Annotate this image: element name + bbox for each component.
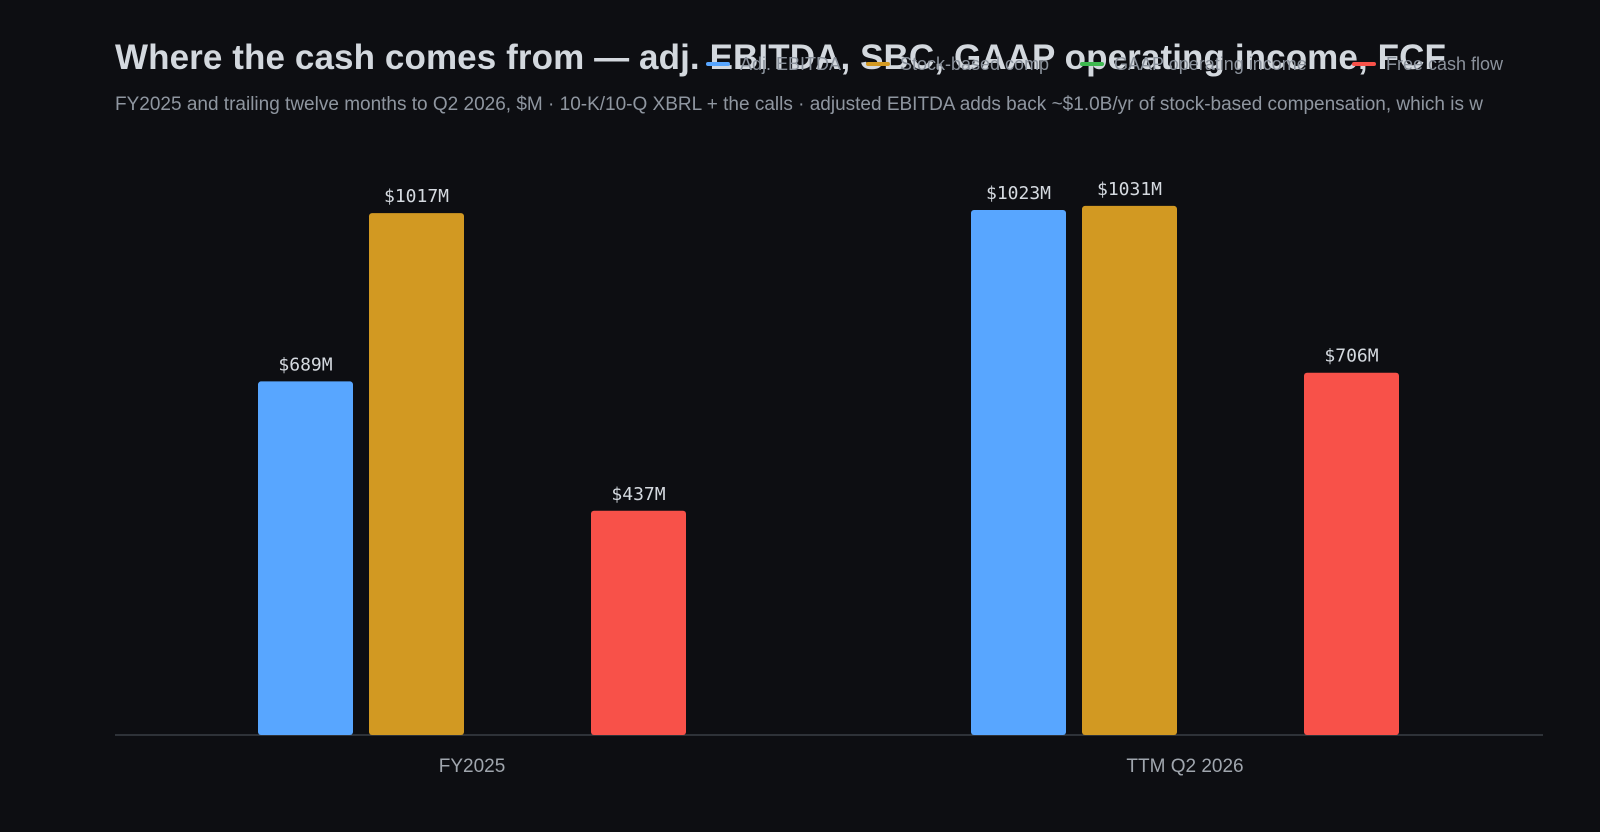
bar-adj-ebitda-ttm-q2-2026 bbox=[971, 210, 1066, 735]
legend-item-adj-ebitda: Adj. EBITDA bbox=[706, 52, 841, 76]
bar-label-stock-based-comp-fy2025: $1017M bbox=[384, 186, 449, 207]
legend-label-gaap-operating-income: GAAP operating income bbox=[1114, 53, 1307, 74]
bar-free-cash-flow-ttm-q2-2026 bbox=[1304, 372, 1399, 735]
legend-label-adj-ebitda: Adj. EBITDA bbox=[740, 53, 842, 74]
category-label-fy2025: FY2025 bbox=[439, 756, 506, 777]
chart-title: Where the cash comes from — adj. EBITDA,… bbox=[115, 38, 1446, 77]
bar-label-adj-ebitda-ttm-q2-2026: $1023M bbox=[986, 183, 1051, 204]
chart-subtitle: FY2025 and trailing twelve months to Q2 … bbox=[115, 94, 1483, 115]
bar-label-free-cash-flow-fy2025: $437M bbox=[611, 484, 665, 505]
legend-swatch-stock-based-comp bbox=[866, 62, 890, 66]
legend-label-stock-based-comp: Stock-based comp bbox=[900, 53, 1050, 74]
legend-label-free-cash-flow: Free cash flow bbox=[1386, 53, 1504, 74]
legend-item-gaap-operating-income: GAAP operating income bbox=[1080, 52, 1307, 76]
bar-free-cash-flow-fy2025 bbox=[591, 510, 686, 735]
bar-stock-based-comp-fy2025 bbox=[369, 213, 464, 736]
legend-swatch-gaap-operating-income bbox=[1080, 62, 1104, 66]
legend: Adj. EBITDA Stock-based comp GAAP operat… bbox=[0, 0, 1600, 90]
bar-label-free-cash-flow-ttm-q2-2026: $706M bbox=[1324, 346, 1378, 367]
legend-swatch-adj-ebitda bbox=[706, 62, 730, 66]
bar-stock-based-comp-ttm-q2-2026 bbox=[1082, 205, 1177, 735]
legend-item-stock-based-comp: Stock-based comp bbox=[866, 52, 1049, 76]
category-label-ttm-q2-2026: TTM Q2 2026 bbox=[1126, 756, 1243, 777]
bar-adj-ebitda-fy2025 bbox=[258, 381, 353, 735]
legend-swatch-free-cash-flow bbox=[1352, 62, 1376, 66]
bar-label-adj-ebitda-fy2025: $689M bbox=[278, 354, 332, 375]
bar-label-stock-based-comp-ttm-q2-2026: $1031M bbox=[1097, 179, 1162, 200]
legend-item-free-cash-flow: Free cash flow bbox=[1352, 52, 1503, 76]
